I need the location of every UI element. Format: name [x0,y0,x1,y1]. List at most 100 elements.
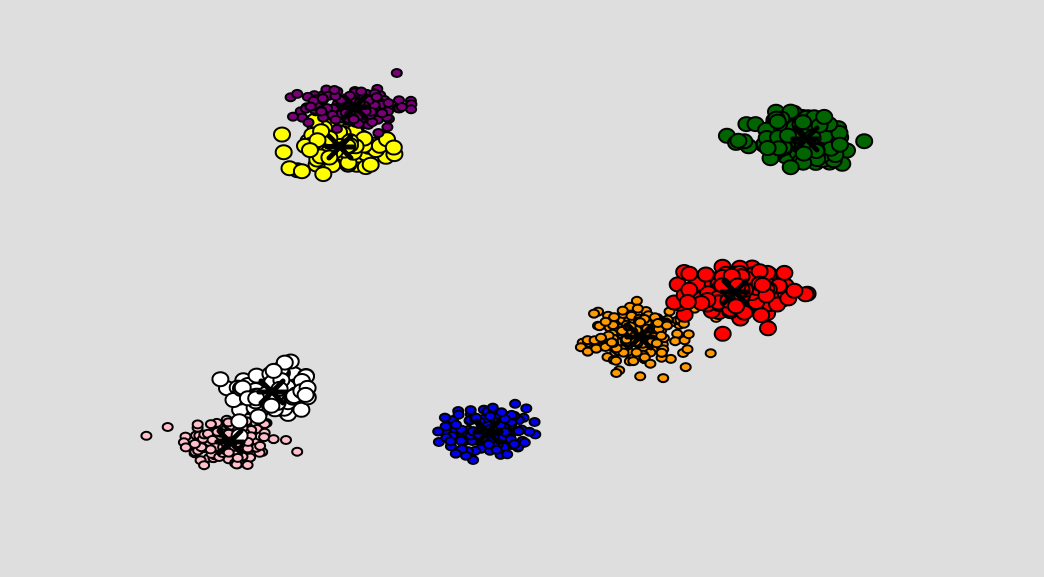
centroid-marker [719,278,751,306]
data-point [815,108,834,125]
data-point [484,411,497,422]
data-point [444,436,457,447]
data-point [696,266,715,283]
data-point [316,93,329,104]
data-point [355,86,368,97]
data-point [830,136,849,153]
data-point [452,409,465,420]
data-point [188,438,201,449]
data-point [727,298,745,315]
centroid-marker [339,93,371,121]
data-point [198,460,211,471]
data-point [361,156,380,173]
data-point [650,338,663,349]
data-point [759,320,777,337]
data-point [704,348,717,359]
data-point [523,426,536,437]
data-point [794,145,813,162]
data-point [657,373,670,384]
data-point [304,101,317,112]
data-point [264,362,283,379]
data-point [679,362,692,373]
data-point [204,419,217,430]
data-point [610,355,622,366]
centroid-marker [214,428,246,456]
data-point [661,320,673,331]
centroid-marker [472,418,504,446]
data-point [486,402,499,413]
data-point [382,98,395,108]
data-point [631,303,644,314]
data-point [518,437,531,448]
data-point [292,163,311,180]
data-point [328,85,341,95]
data-point [161,422,174,432]
data-point [785,282,804,299]
data-point [616,305,629,316]
data-point [605,337,618,348]
data-point [794,114,812,131]
data-point [291,446,304,457]
data-point [273,126,291,143]
data-point [681,344,694,355]
data-point [231,452,244,463]
data-point [370,92,383,103]
data-point [508,439,521,450]
data-point [520,403,533,414]
data-point [329,114,342,125]
data-point [280,435,292,445]
data-point [262,397,281,414]
data-point [274,144,293,161]
data-point [376,108,389,119]
data-point [634,317,647,328]
data-point [758,140,777,156]
data-point [680,265,699,282]
data-point [302,117,315,128]
data-point [191,419,204,430]
data-point [258,432,271,443]
data-point [627,356,640,367]
centroid-marker [324,133,356,161]
data-point [249,408,268,425]
data-point [314,166,333,183]
data-point [372,128,385,138]
data-point [655,347,668,358]
data-point [330,123,343,134]
centroids-layer [214,93,822,456]
data-point [638,352,651,363]
data-point [287,111,299,122]
data-point [450,419,462,430]
data-point [634,371,647,382]
data-point [610,368,623,378]
data-point [753,277,772,293]
data-point [588,308,600,319]
data-point [509,398,522,409]
centroid-marker [256,378,288,406]
data-point [384,139,403,156]
data-point [501,449,514,460]
data-point [296,386,315,403]
data-point [291,88,304,99]
data-point [241,460,254,470]
data-point [595,332,607,343]
data-point [678,294,697,310]
data-point [230,413,249,430]
data-point [729,132,748,149]
data-point [301,142,319,159]
centroid-marker [790,125,822,153]
data-point [482,439,495,450]
data-point [495,407,508,418]
data-point [390,68,403,78]
data-point [211,371,230,388]
data-point [254,440,267,451]
data-point [464,405,477,416]
data-point [752,307,771,324]
data-point [381,122,394,133]
data-point [438,412,451,423]
data-point [267,434,280,445]
data-point [781,159,800,176]
data-point [140,430,153,441]
data-point [855,133,874,150]
